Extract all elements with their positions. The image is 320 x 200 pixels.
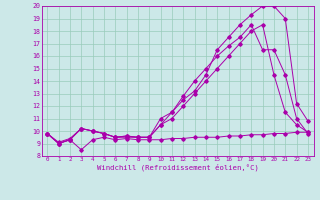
X-axis label: Windchill (Refroidissement éolien,°C): Windchill (Refroidissement éolien,°C): [97, 164, 259, 171]
